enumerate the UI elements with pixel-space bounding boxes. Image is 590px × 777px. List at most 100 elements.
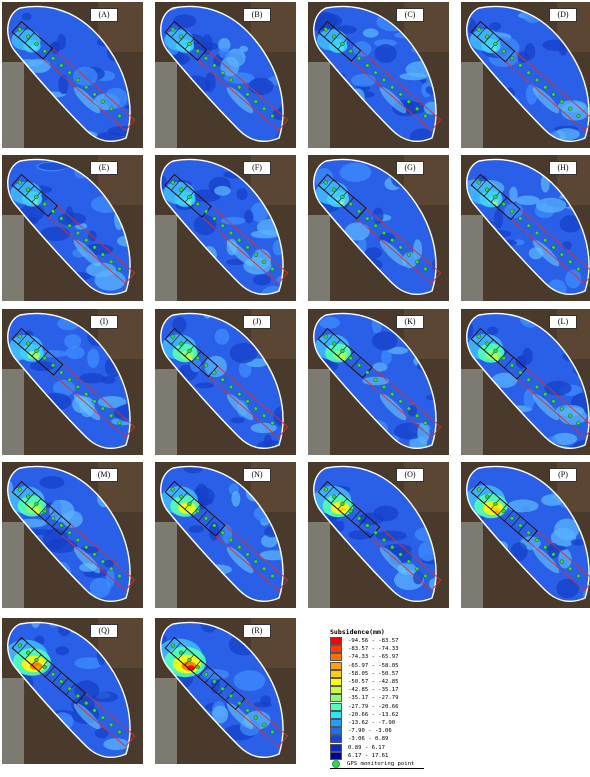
gps-point: [179, 494, 184, 499]
gps-point: [26, 187, 31, 192]
gps-point: [348, 356, 353, 361]
gps-point: [262, 566, 267, 571]
gps-point: [493, 348, 498, 353]
gps-point: [59, 216, 64, 221]
legend-range-label: -13.62 - -7.90: [348, 719, 396, 726]
gps-point: [170, 180, 175, 185]
gps-point: [270, 420, 275, 426]
gps-point: [92, 708, 97, 713]
panel-label: (L): [549, 315, 577, 329]
gps-point: [323, 334, 328, 339]
gps-point: [568, 566, 573, 571]
legend-gps-label: GPS monitoring point: [347, 760, 415, 767]
gps-point: [381, 230, 386, 236]
legend-swatch: [330, 727, 342, 736]
gps-point: [551, 245, 556, 250]
gps-point: [220, 686, 225, 691]
subsidence-map: [155, 2, 296, 148]
gps-point: [170, 487, 175, 492]
legend-range-label: -7.90 - -3.06: [348, 728, 392, 735]
gps-point: [203, 56, 209, 61]
panel-label: (F): [243, 161, 271, 175]
gps-point: [212, 679, 217, 684]
subsidence-map: [461, 2, 590, 148]
gps-point: [17, 643, 22, 648]
gps-point: [568, 106, 573, 111]
legend-title: Subsidence(mm): [330, 628, 385, 636]
gps-point: [340, 41, 345, 46]
gps-point: [365, 523, 370, 528]
gps-point: [187, 501, 192, 506]
gps-point: [373, 530, 378, 535]
gps-point: [100, 715, 105, 720]
gps-point: [365, 370, 370, 375]
gps-point: [476, 334, 481, 339]
gps-point: [92, 92, 97, 97]
map-panel: (B): [155, 2, 296, 148]
gps-point: [100, 406, 105, 411]
gps-point: [381, 537, 386, 543]
legend-range-label: -94.56 - -83.57: [348, 638, 399, 645]
gps-point: [356, 209, 362, 214]
gps-point: [526, 223, 531, 228]
gps-point: [220, 530, 225, 535]
subsidence-map: [2, 462, 143, 608]
gps-point: [476, 180, 481, 185]
gps-point: [117, 573, 122, 579]
panel-label: (H): [549, 161, 577, 175]
gps-point: [423, 573, 428, 579]
gps-point: [100, 252, 105, 257]
gps-point: [179, 650, 184, 655]
gps-point: [365, 216, 370, 221]
gps-point: [332, 494, 337, 499]
subsidence-map: [461, 309, 590, 455]
gps-point: [356, 56, 362, 61]
gps-point: [509, 363, 515, 368]
panel-label: (I): [90, 315, 118, 329]
gps-point: [501, 356, 506, 361]
legend-gps-row: GPS monitoring point: [330, 759, 424, 769]
gps-point: [34, 41, 39, 46]
gps-point: [415, 106, 420, 111]
gps-point: [203, 516, 209, 521]
gps-point: [59, 679, 64, 684]
gps-point: [485, 34, 490, 39]
legend-range-label: -74.33 - -65.97: [348, 654, 399, 661]
panel-label: (N): [243, 468, 271, 482]
gps-point: [17, 487, 22, 492]
gps-point: [559, 99, 564, 104]
map-panel: (P): [461, 462, 590, 608]
gps-point: [237, 701, 242, 706]
legend-swatch: [330, 686, 342, 695]
gps-point: [84, 545, 89, 550]
subsidence-map: [155, 309, 296, 455]
map-panel: (C): [308, 2, 449, 148]
gps-point: [92, 245, 97, 250]
gps-point: [253, 559, 258, 564]
gps-point: [493, 501, 498, 506]
legend-class-row: -65.97 - -58.05: [330, 661, 430, 670]
legend-classes: -94.56 - -83.57 -83.57 - -74.33 -74.33 - -…: [330, 637, 430, 760]
legend-class-row: -74.33 - -65.97: [330, 653, 430, 662]
gps-point: [84, 701, 89, 706]
gps-point: [568, 413, 573, 418]
gps-point: [170, 27, 175, 32]
panel-label: (A): [90, 8, 118, 22]
subsidence-map: [461, 462, 590, 608]
map-panel: (L): [461, 309, 590, 455]
legend-swatch: [330, 678, 342, 687]
gps-point: [34, 194, 39, 199]
subsidence-map: [2, 618, 143, 764]
gps-point: [543, 545, 548, 550]
gps-point: [42, 509, 47, 514]
gps-point: [75, 384, 80, 390]
map-panel: (F): [155, 155, 296, 301]
map-panel: (Q): [2, 618, 143, 764]
gps-point: [34, 501, 39, 506]
gps-point: [59, 63, 64, 68]
gps-point: [543, 238, 548, 243]
gps-point: [220, 223, 225, 228]
gps-point: [551, 552, 556, 557]
gps-point: [212, 216, 217, 221]
map-panel: (R): [155, 618, 296, 764]
